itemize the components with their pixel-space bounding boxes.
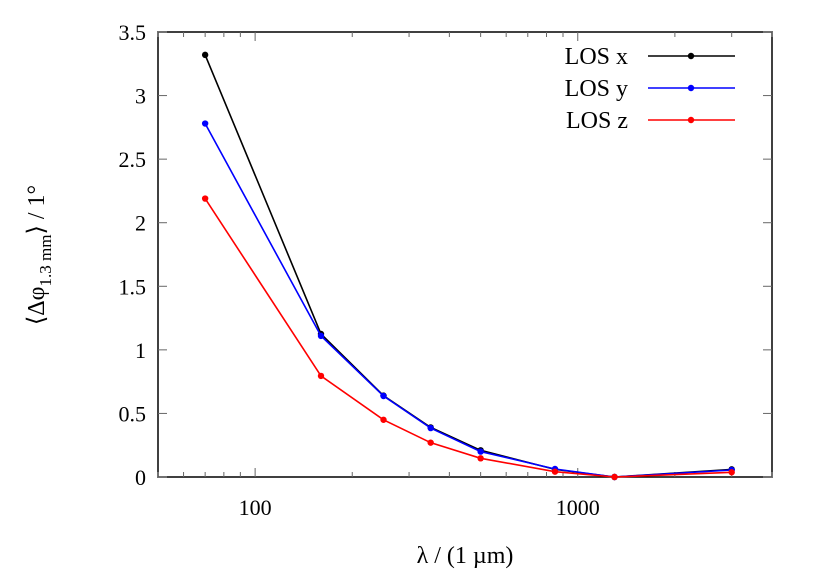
x-axis-label: λ / (1 µm) [417, 543, 514, 569]
y-tick-label: 0 [135, 465, 146, 490]
data-point [477, 448, 484, 455]
y-tick-label: 2.5 [119, 147, 147, 172]
data-point [611, 473, 618, 481]
data-point [427, 439, 434, 446]
data-point [201, 195, 209, 202]
data-point [728, 469, 735, 476]
y-tick-label: 2 [135, 211, 146, 236]
legend-label: LOS y [565, 76, 628, 102]
series-line-los-y [204, 123, 732, 478]
legend: LOS x LOS y LOS z [565, 44, 735, 134]
x-tick-label: 1000 [556, 495, 600, 520]
y-tick-label: 3.5 [119, 20, 147, 45]
legend-label: LOS z [566, 108, 628, 134]
data-point [201, 51, 209, 59]
legend-marker [687, 116, 695, 124]
y-tick-label: 1.5 [119, 274, 147, 299]
plot-frame [157, 31, 773, 478]
y-tick-label: 0.5 [119, 401, 147, 426]
series-line-los-z [204, 198, 732, 478]
legend-marker [687, 52, 695, 60]
data-point [380, 416, 387, 423]
data-point [427, 424, 434, 432]
data-point [201, 120, 209, 127]
data-point [380, 392, 387, 400]
data-point [317, 332, 325, 340]
legend-marker [687, 84, 695, 92]
data-point [551, 468, 559, 475]
legend-label: LOS x [565, 44, 628, 70]
y-axis-label: ⟨Δφ1.3 mm⟩ / 1° [24, 185, 55, 325]
axes: 0 0.5 1 1.5 2 2.5 3 3.5 100 1000 [119, 20, 773, 520]
series-line-los-x [204, 54, 732, 478]
series-layer [201, 51, 735, 481]
x-tick-label: 100 [239, 495, 272, 520]
data-point [477, 455, 484, 462]
y-tick-label: 3 [135, 84, 146, 109]
y-tick-label: 1 [135, 338, 146, 363]
data-point [317, 372, 325, 380]
